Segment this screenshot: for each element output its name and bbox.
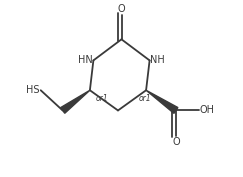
Polygon shape — [146, 90, 178, 113]
Polygon shape — [61, 90, 90, 113]
Text: HS: HS — [26, 85, 40, 95]
Text: NH: NH — [150, 55, 165, 65]
Text: O: O — [172, 137, 180, 147]
Text: O: O — [118, 4, 125, 14]
Text: or1: or1 — [96, 94, 109, 103]
Text: OH: OH — [200, 105, 215, 115]
Text: HN: HN — [78, 55, 93, 65]
Text: or1: or1 — [139, 94, 152, 103]
